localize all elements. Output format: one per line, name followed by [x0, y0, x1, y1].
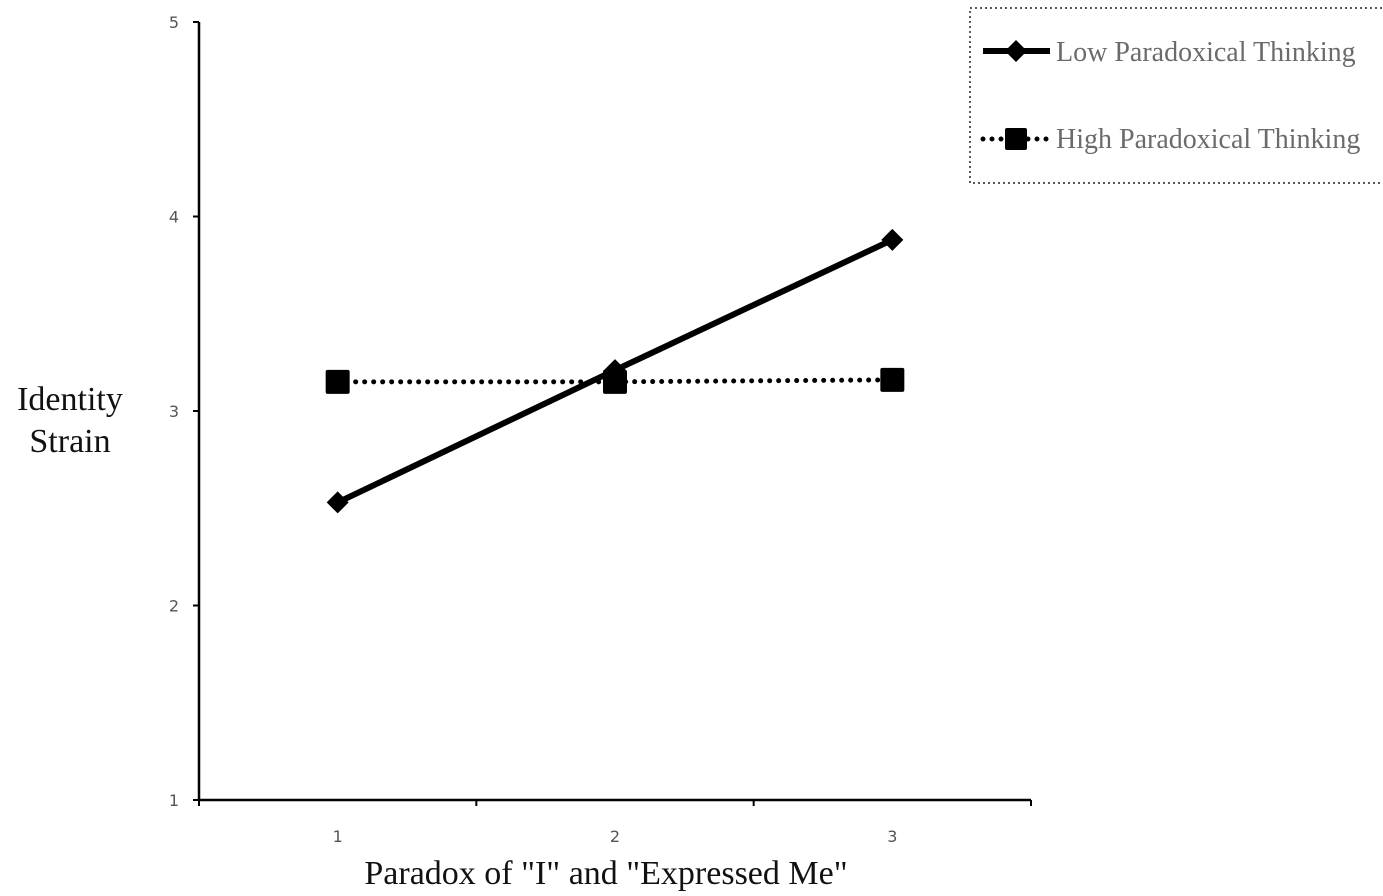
legend-label-low: Low Paradoxical Thinking: [1056, 37, 1356, 68]
x-tick-label: 2: [610, 827, 620, 846]
legend-entry-low: Low Paradoxical Thinking: [983, 37, 1356, 68]
legend-square-marker: [1005, 128, 1027, 150]
y-tick-label: 1: [169, 791, 179, 810]
legend: Low Paradoxical Thinking High Paradoxica…: [969, 7, 1383, 184]
series-2: [325, 367, 905, 394]
diamond-marker: [881, 228, 904, 251]
legend-entry-high: High Paradoxical Thinking: [980, 124, 1360, 155]
axes: 1 2 3 4 5 1 2 3: [169, 13, 1032, 846]
legend-label-high: High Paradoxical Thinking: [1056, 124, 1360, 155]
y-axis-title-line-2: Strain: [29, 423, 110, 460]
square-marker: [325, 369, 350, 394]
legend-frame: [969, 7, 1383, 184]
y-tick-label: 4: [169, 208, 179, 227]
y-tick-label: 2: [169, 597, 179, 616]
square-marker: [880, 367, 905, 392]
diamond-marker: [326, 491, 349, 514]
x-tick-label: 1: [333, 827, 343, 846]
x-axis-title: Paradox of "I" and "Expressed Me": [364, 855, 847, 892]
square-marker: [603, 369, 627, 394]
y-axis-title-line-1: Identity: [17, 381, 123, 418]
y-tick-label: 3: [169, 402, 179, 421]
legend-diamond-marker: [1005, 40, 1027, 62]
y-tick-label: 5: [169, 13, 179, 32]
series-layer: [325, 228, 905, 514]
x-tick-label: 3: [887, 827, 897, 846]
